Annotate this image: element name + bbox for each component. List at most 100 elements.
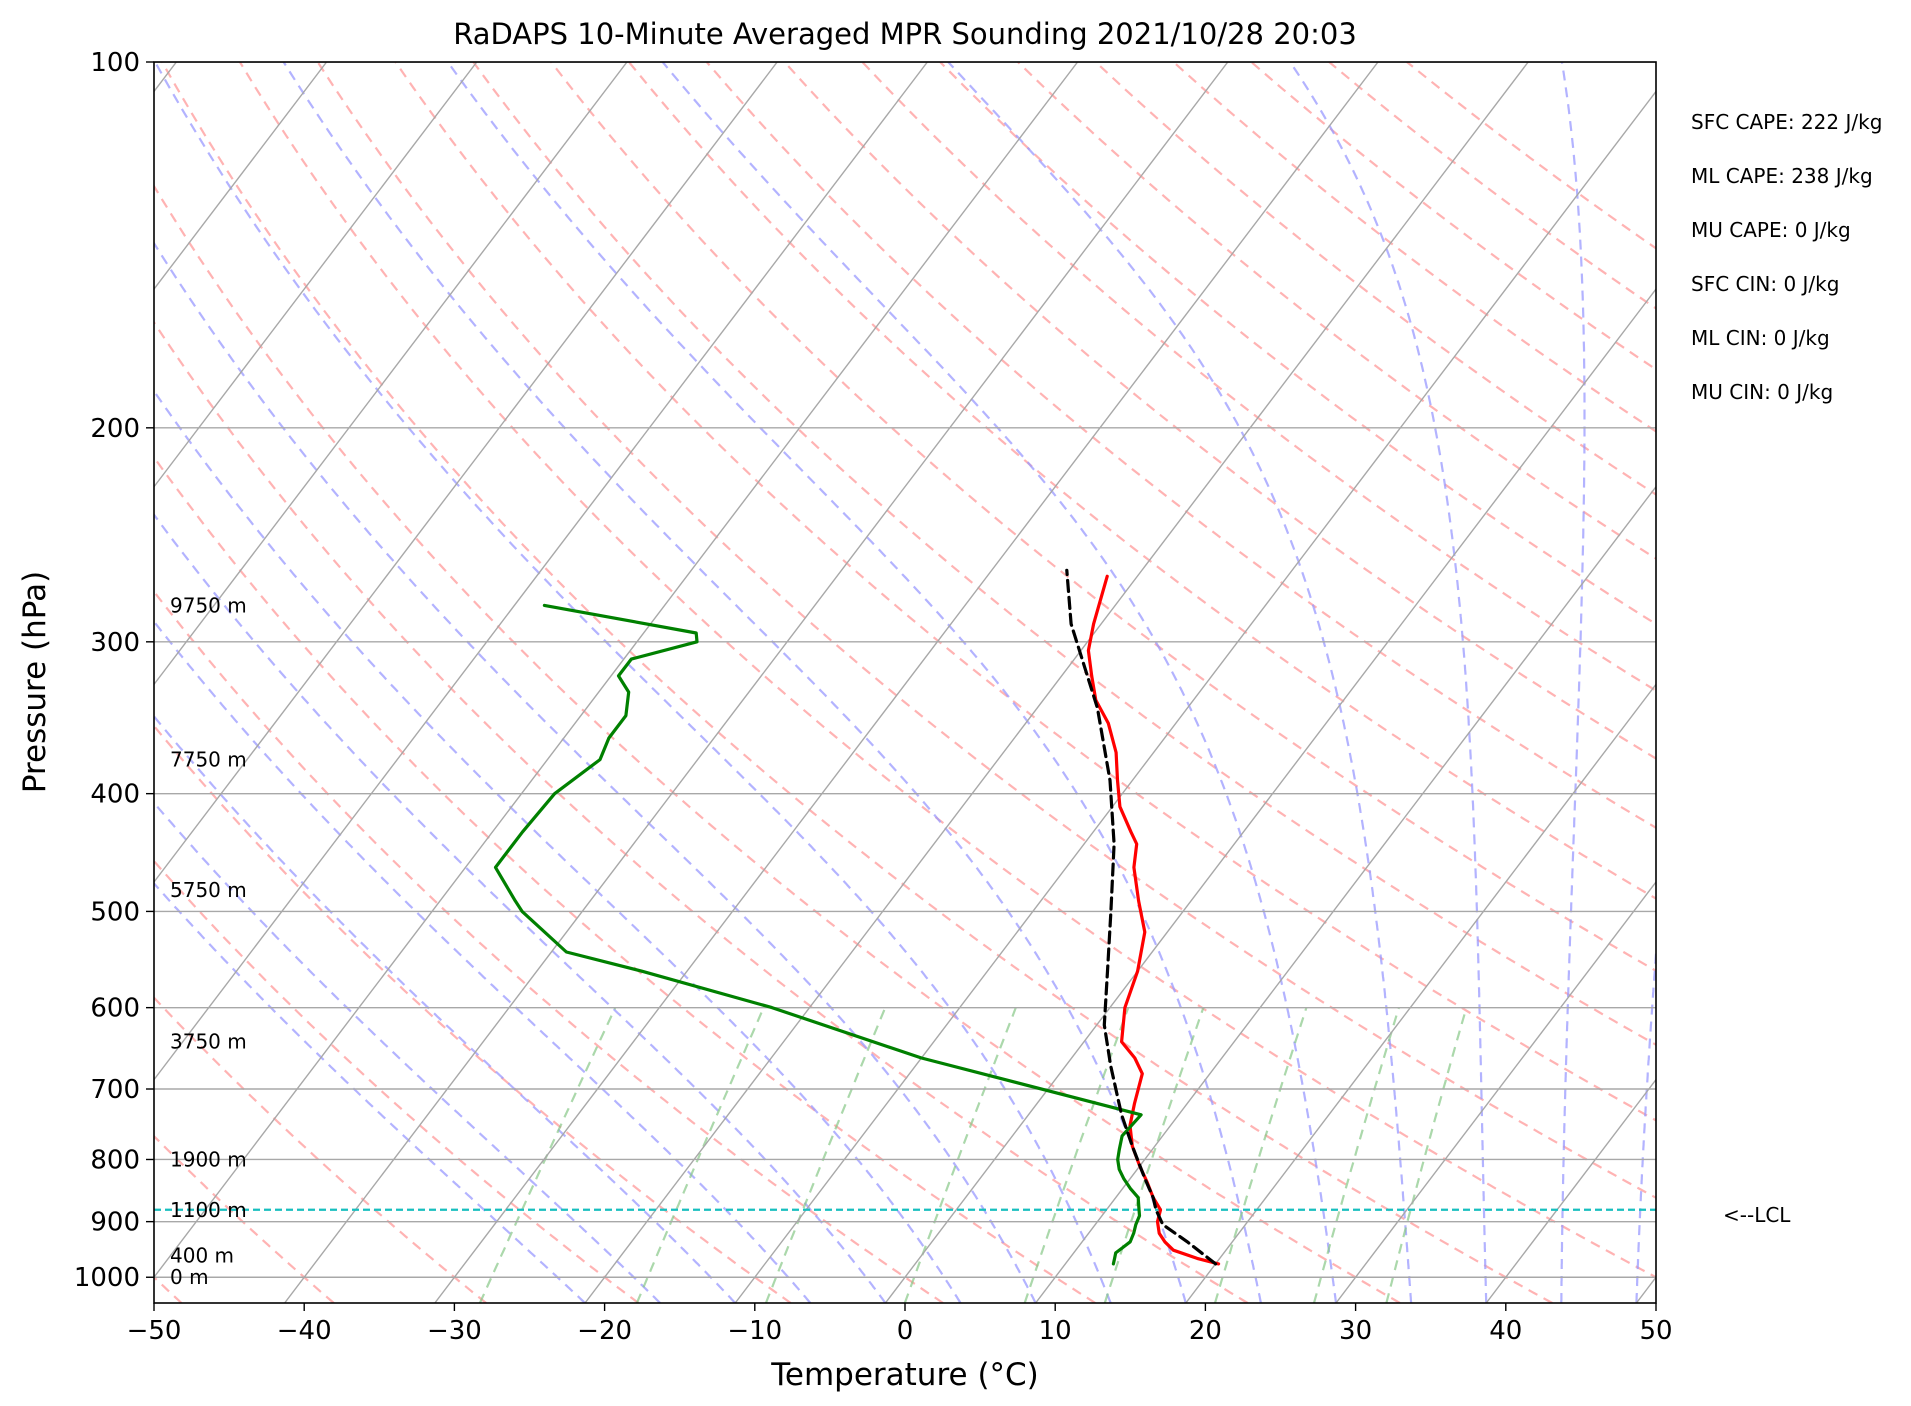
stat-label: ML CIN: 0 J/kg: [1691, 326, 1830, 350]
moist-adiabat: [154, 714, 737, 1303]
dry-adiabat: [1094, 62, 1656, 496]
moist-adiabat: [154, 62, 1112, 1303]
plot-frame: [153, 61, 1657, 1304]
moist-adiabat: [154, 512, 887, 1303]
mixing-ratio-line: [764, 1007, 887, 1303]
height-labels: 9750 m 7750 m 5750 m 3750 m 1900 m 1100 m 400 …: [170, 593, 247, 1289]
x-tick-label: 0: [897, 1316, 914, 1346]
stats-panel: SFC CAPE: 222 J/kg ML CAPE: 238 J/kg MU CA…: [1691, 110, 1882, 404]
chart-title: RaDAPS 10-Minute Averaged MPR Sounding 2…: [453, 17, 1357, 51]
y-tick-label: 1000: [74, 1263, 140, 1293]
dry-adiabat: [1172, 62, 1656, 433]
dry-adiabat: [154, 589, 944, 1303]
height-label: 3750 m: [170, 1030, 247, 1054]
isotherm: [434, 62, 1379, 1303]
stat-label: SFC CIN: 0 J/kg: [1691, 272, 1839, 296]
stat-label: MU CIN: 0 J/kg: [1691, 380, 1833, 404]
dry-adiabat: [550, 62, 1656, 973]
dry-adiabat: [238, 62, 1656, 1279]
dry-adiabat: [154, 996, 487, 1303]
moist-adiabat: [154, 389, 962, 1303]
isotherm: [154, 62, 1079, 1279]
isotherm: [154, 62, 478, 488]
isotherm: [1335, 880, 1656, 1303]
stat-label: SFC CAPE: 222 J/kg: [1691, 110, 1882, 134]
y-tick-label: 200: [90, 414, 140, 444]
x-axis-ticks: −50 −40 −30 −20 −10 0 10 20 30 40 50: [127, 1303, 1673, 1346]
mixing-ratio-line: [1213, 1007, 1308, 1303]
dry-adiabat: [783, 62, 1656, 760]
x-tick-label: 20: [1189, 1316, 1222, 1346]
height-label: 400 m: [170, 1244, 234, 1268]
y-axis-title: Pressure (hPa): [17, 571, 53, 793]
moist-adiabat: [446, 62, 1262, 1303]
isotherm: [154, 62, 778, 884]
isotherm: [1787, 62, 1911, 1303]
y-tick-label: 900: [90, 1208, 140, 1238]
mixing-ratio-line: [1103, 1007, 1205, 1303]
temperature-series-line: [1086, 574, 1221, 1266]
y-tick-label: 100: [90, 48, 140, 78]
height-label: 0 m: [170, 1265, 209, 1289]
isotherm: [154, 62, 928, 1081]
isotherm: [884, 287, 1656, 1303]
isotherm: [1635, 1276, 1656, 1303]
mixing-ratio-line: [903, 1007, 1017, 1303]
lcl-label: <--LCL: [1723, 1203, 1791, 1227]
parcel-series-line: [1065, 568, 1218, 1266]
x-axis-title: Temperature (°C): [770, 1357, 1039, 1393]
dry-adiabat: [472, 62, 1656, 1046]
background-lines: [154, 62, 1911, 1303]
x-tick-label: −30: [427, 1316, 482, 1346]
y-tick-label: 600: [90, 994, 140, 1024]
moist-adiabat: [947, 62, 1413, 1303]
x-tick-label: −20: [577, 1316, 632, 1346]
moist-adiabat: [1289, 62, 1488, 1303]
x-tick-label: 50: [1639, 1316, 1672, 1346]
mixing-ratio-line: [1023, 1007, 1130, 1303]
isotherm: [584, 62, 1529, 1303]
x-tick-label: 30: [1339, 1316, 1372, 1346]
x-tick-label: 40: [1489, 1316, 1522, 1346]
y-tick-label: 800: [90, 1145, 140, 1175]
moist-adiabat: [282, 62, 1187, 1303]
height-label: 9750 m: [170, 593, 247, 617]
moist-adiabat: [661, 62, 1338, 1303]
dry-adiabat: [939, 62, 1656, 626]
x-tick-label: −40: [277, 1316, 332, 1346]
isotherm: [1185, 683, 1656, 1303]
dry-adiabat: [154, 455, 1096, 1303]
moist-adiabat: [154, 619, 812, 1303]
mixing-ratio-line: [1312, 1007, 1400, 1303]
moist-adiabat: [1560, 62, 1586, 1303]
dry-adiabat: [316, 62, 1656, 1200]
dry-adiabat: [161, 62, 1553, 1303]
dry-adiabat: [628, 62, 1656, 900]
x-tick-label: 10: [1039, 1316, 1072, 1346]
dry-adiabat: [154, 320, 1249, 1303]
moist-adiabat: [154, 881, 586, 1303]
y-tick-label: 700: [90, 1075, 140, 1105]
height-label: 1100 m: [170, 1198, 247, 1222]
moist-adiabat: [1635, 940, 1656, 1303]
series-lines: [493, 568, 1221, 1266]
dry-adiabat: [154, 859, 640, 1303]
dry-adiabat: [1328, 62, 1656, 310]
mixing-ratio-line: [635, 1007, 765, 1303]
dry-adiabat: [154, 184, 1401, 1303]
stat-label: ML CAPE: 238 J/kg: [1691, 164, 1873, 188]
y-axis-ticks: 100 200 300 400 500 600 700 800 900 1000: [74, 48, 154, 1293]
y-tick-label: 500: [90, 897, 140, 927]
isotherm: [154, 62, 328, 291]
y-tick-label: 300: [90, 628, 140, 658]
dry-adiabat: [705, 62, 1656, 830]
isotherm: [154, 62, 628, 686]
isotherm: [1035, 485, 1656, 1303]
x-tick-label: −50: [127, 1316, 182, 1346]
mixing-ratio-line: [1385, 1007, 1468, 1303]
x-tick-label: −10: [727, 1316, 782, 1346]
moist-adiabat: [154, 801, 661, 1303]
height-label: 5750 m: [170, 878, 247, 902]
mixing-ratio-line: [478, 1007, 617, 1303]
